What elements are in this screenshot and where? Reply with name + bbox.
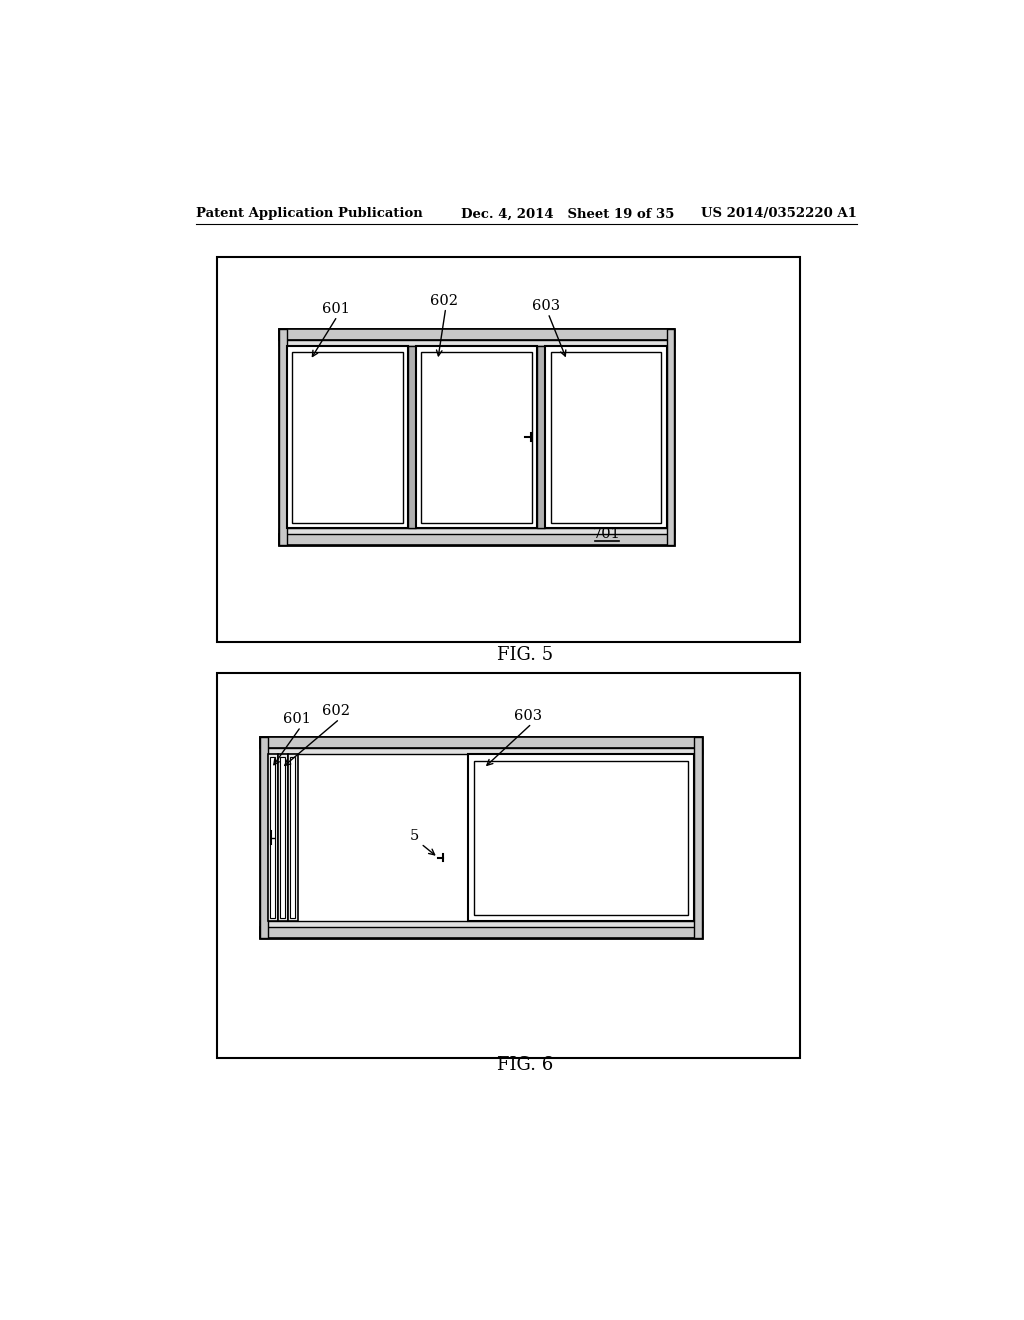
Bar — [260, 738, 701, 937]
Text: FIG. 6: FIG. 6 — [497, 1056, 553, 1074]
Text: 602: 602 — [322, 705, 350, 718]
Bar — [292, 351, 402, 523]
Bar — [270, 758, 275, 917]
Text: US 2014/0352220 A1: US 2014/0352220 A1 — [700, 207, 856, 220]
Bar — [260, 738, 267, 937]
Text: Dec. 4, 2014   Sheet 19 of 35: Dec. 4, 2014 Sheet 19 of 35 — [461, 207, 675, 220]
Bar — [278, 755, 288, 921]
Text: 603: 603 — [514, 709, 542, 723]
Bar — [280, 330, 675, 341]
Text: 601: 601 — [322, 302, 349, 317]
Bar — [468, 755, 693, 921]
Bar — [551, 351, 662, 523]
Bar — [280, 535, 675, 545]
Text: Patent Application Publication: Patent Application Publication — [197, 207, 423, 220]
Text: FIG. 5: FIG. 5 — [497, 645, 553, 664]
Bar — [280, 341, 675, 346]
Bar — [290, 758, 295, 917]
Bar — [217, 673, 800, 1057]
Bar — [260, 927, 701, 937]
Bar — [693, 738, 701, 937]
Bar — [280, 528, 675, 535]
Bar — [538, 346, 545, 528]
Bar — [409, 346, 416, 528]
Text: 601: 601 — [283, 711, 311, 726]
Bar — [217, 257, 800, 642]
Text: 603: 603 — [532, 300, 560, 313]
Bar — [667, 330, 675, 545]
Bar — [288, 755, 298, 921]
Bar — [422, 351, 532, 523]
Bar — [545, 346, 667, 528]
Text: 5: 5 — [411, 829, 420, 843]
Bar — [280, 330, 675, 545]
Text: 701: 701 — [593, 527, 621, 541]
Bar — [280, 758, 286, 917]
Bar — [260, 921, 701, 927]
Bar — [474, 760, 687, 915]
Bar — [267, 755, 278, 921]
Bar — [260, 748, 701, 755]
Bar — [260, 738, 701, 748]
Bar — [416, 346, 538, 528]
Bar — [287, 346, 409, 528]
Text: 602: 602 — [430, 294, 458, 308]
Bar — [280, 330, 287, 545]
